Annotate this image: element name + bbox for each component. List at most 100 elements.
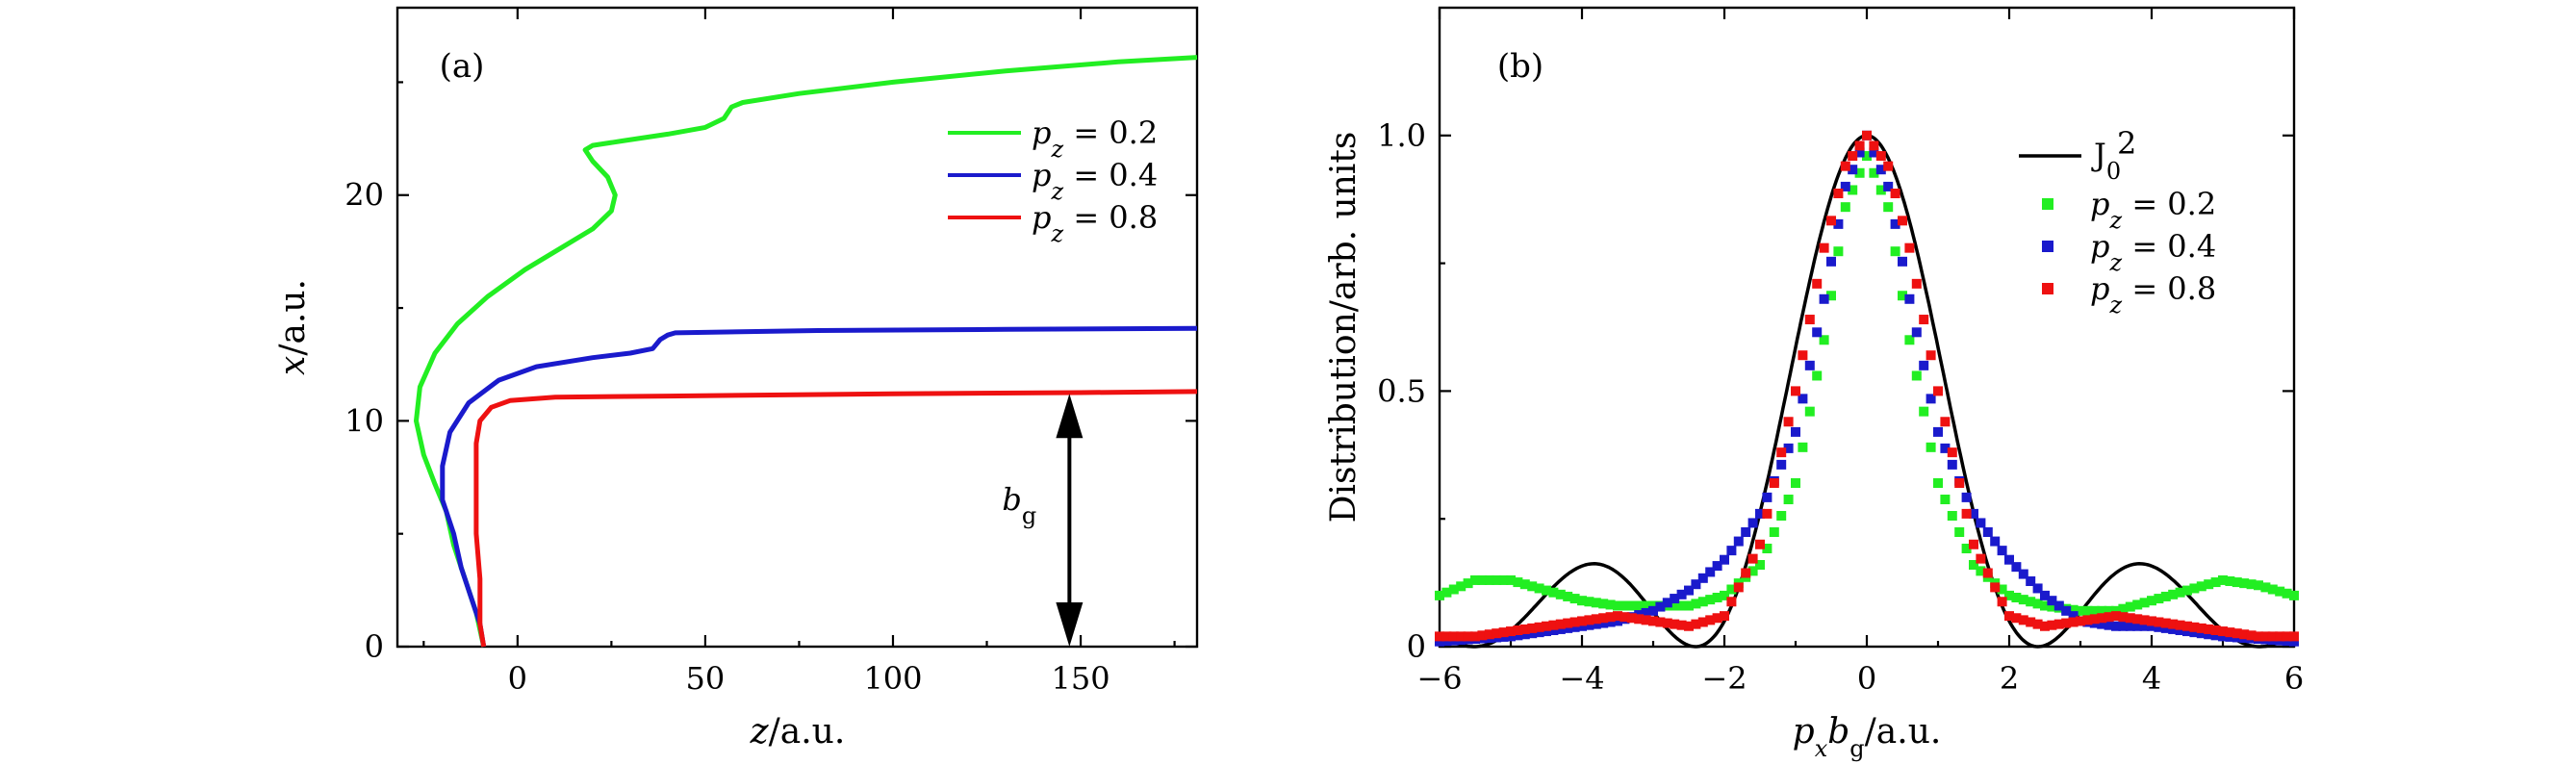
panel-label-b: (b) (1497, 47, 1543, 86)
data-marker (1997, 584, 2007, 595)
data-marker (1819, 335, 1829, 345)
data-marker (1791, 426, 1800, 437)
data-marker (1990, 536, 2001, 547)
legend-marker-b-1 (2042, 198, 2053, 210)
data-marker (1441, 587, 1452, 598)
legend-marker-b-2 (2042, 241, 2053, 252)
data-marker (1598, 618, 1609, 628)
data-marker (2097, 605, 2107, 616)
data-marker (1904, 242, 1915, 253)
data-marker (2210, 630, 2221, 641)
data-marker (1883, 202, 1894, 213)
data-marker (2004, 554, 2014, 565)
data-marker (1812, 278, 1823, 289)
data-marker (2246, 630, 2257, 641)
data-marker (2125, 613, 2135, 624)
data-marker (2175, 620, 2185, 630)
data-marker (1875, 151, 1886, 162)
data-marker (2125, 621, 2135, 631)
data-marker (1705, 567, 1716, 577)
x-tick-label-b: −2 (1701, 660, 1747, 697)
data-marker (1506, 631, 1516, 642)
data-marker (2004, 590, 2014, 600)
data-marker (2040, 621, 2050, 631)
data-marker (1883, 181, 1894, 191)
data-marker (1933, 426, 1943, 437)
data-marker (1791, 386, 1800, 396)
data-marker (1563, 623, 1573, 633)
data-marker (1862, 130, 1872, 140)
data-marker (1712, 613, 1722, 624)
data-marker (1947, 511, 1957, 522)
data-marker (1613, 611, 1622, 622)
data-marker (1534, 622, 1544, 632)
data-marker (1919, 360, 1929, 370)
data-marker (1676, 600, 1687, 611)
data-marker (1840, 161, 1850, 171)
data-marker (1662, 598, 1672, 608)
data-marker (1519, 624, 1530, 634)
data-marker (1705, 595, 1716, 605)
data-marker (2182, 621, 2192, 631)
data-marker (2061, 605, 2072, 616)
data-marker (2154, 617, 2164, 627)
data-marker (1862, 151, 1872, 162)
data-marker (1605, 599, 1616, 610)
data-marker (1720, 590, 1729, 600)
data-marker (2018, 615, 2028, 625)
data-marker (1498, 574, 1509, 585)
data-marker (1840, 181, 1850, 191)
data-marker (2104, 620, 2114, 630)
data-marker (1498, 627, 1509, 638)
data-marker (1875, 185, 1886, 195)
data-marker (1584, 597, 1594, 607)
x-tick-label-b: 6 (2284, 660, 2304, 697)
data-marker (1484, 629, 1494, 640)
data-marker (1804, 315, 1815, 325)
data-marker (1933, 386, 1943, 396)
data-marker (1720, 554, 1729, 565)
data-marker (1697, 617, 1708, 627)
data-marker (2068, 617, 2079, 627)
plot-frame-b (1438, 6, 2296, 649)
data-marker (2118, 603, 2129, 614)
data-marker (2147, 621, 2156, 631)
data-marker (2097, 613, 2107, 624)
data-marker (1755, 560, 1765, 571)
data-marker (1826, 256, 1836, 267)
data-marker (1875, 165, 1886, 175)
data-marker (1684, 621, 1694, 631)
data-marker (2196, 581, 2206, 592)
data-marker (1869, 140, 1879, 151)
data-marker (1833, 189, 1844, 199)
legend-label-b-3: pz = 0.8 (2090, 270, 2216, 319)
data-marker (2132, 621, 2143, 631)
data-marker (2026, 576, 2036, 587)
data-marker (1997, 546, 2007, 556)
data-marker (2026, 597, 2036, 607)
legend-label-a-2: pz = 0.4 (1032, 157, 1158, 205)
data-marker (1435, 636, 1444, 647)
data-marker (2111, 621, 2121, 631)
data-marker (1783, 495, 1794, 505)
data-marker (2225, 576, 2235, 587)
plot-frame-a (395, 6, 1199, 649)
data-marker (1712, 561, 1722, 572)
data-marker (2160, 623, 2171, 633)
legend-a: pz = 0.2pz = 0.4pz = 0.8 (948, 115, 1158, 247)
data-marker (1662, 618, 1672, 628)
data-marker (1755, 508, 1765, 519)
data-marker (2204, 579, 2214, 590)
data-marker (1869, 167, 1879, 178)
data-marker (1747, 518, 1758, 528)
data-marker (1755, 539, 1765, 549)
data-marker (1919, 406, 1929, 417)
legend-label-b-1: pz = 0.2 (2090, 186, 2216, 234)
data-marker (1519, 629, 1530, 640)
data-marker (1776, 447, 1787, 458)
data-marker (2218, 631, 2228, 642)
data-marker (1911, 278, 1922, 289)
data-marker (1613, 600, 1622, 611)
data-marker (1762, 508, 1773, 519)
